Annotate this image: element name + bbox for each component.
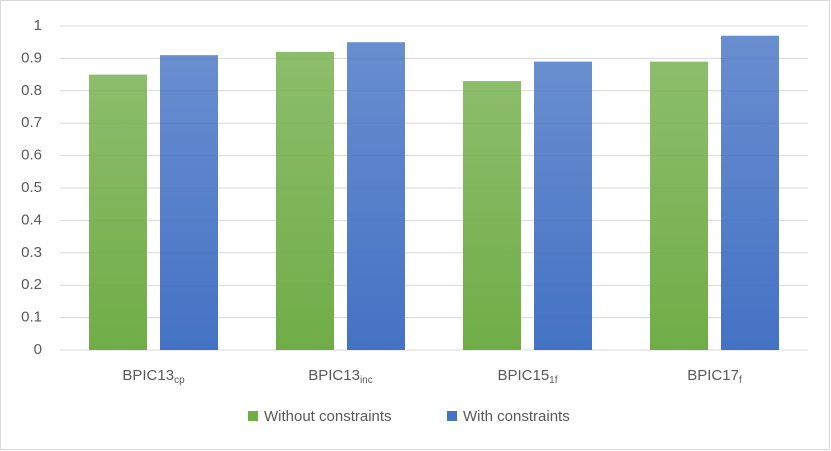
- category-subscript: f: [739, 375, 742, 386]
- x-tick-label: BPIC17f: [687, 367, 742, 386]
- legend-label: Without constraints: [264, 408, 392, 425]
- category-name: BPIC13: [308, 367, 360, 384]
- legend-label: With constraints: [463, 408, 570, 425]
- y-tick-label: 0.1: [21, 309, 42, 326]
- y-tick-label: 0.9: [21, 49, 42, 66]
- y-tick-label: 0.2: [21, 276, 42, 293]
- y-tick-label: 0: [34, 341, 42, 358]
- category-subscript: inc: [360, 375, 373, 386]
- y-tick-label: 0.4: [21, 211, 42, 228]
- bar: [160, 55, 218, 350]
- y-tick-label: 0.7: [21, 114, 42, 131]
- legend-swatch: [248, 411, 258, 421]
- category-subscript: 1f: [549, 375, 558, 386]
- bar: [463, 81, 521, 350]
- y-tick-label: 1: [34, 17, 42, 34]
- legend-swatch: [447, 411, 457, 421]
- category-name: BPIC13: [122, 367, 174, 384]
- y-tick-label: 0.6: [21, 147, 42, 164]
- category-name: BPIC17: [687, 367, 739, 384]
- x-tick-label: BPIC13cp: [122, 367, 185, 386]
- category-name: BPIC15: [497, 367, 549, 384]
- y-tick-label: 0.8: [21, 82, 42, 99]
- bar: [650, 61, 708, 350]
- category-subscript: cp: [174, 375, 185, 386]
- bar: [721, 35, 779, 350]
- bar: [534, 61, 592, 350]
- x-tick-label: BPIC151f: [497, 367, 557, 386]
- bar: [89, 74, 147, 350]
- y-tick-label: 0.3: [21, 244, 42, 261]
- bar: [347, 42, 405, 350]
- bar: [276, 51, 334, 351]
- x-tick-label: BPIC13inc: [308, 367, 373, 386]
- y-tick-label: 0.5: [21, 179, 42, 196]
